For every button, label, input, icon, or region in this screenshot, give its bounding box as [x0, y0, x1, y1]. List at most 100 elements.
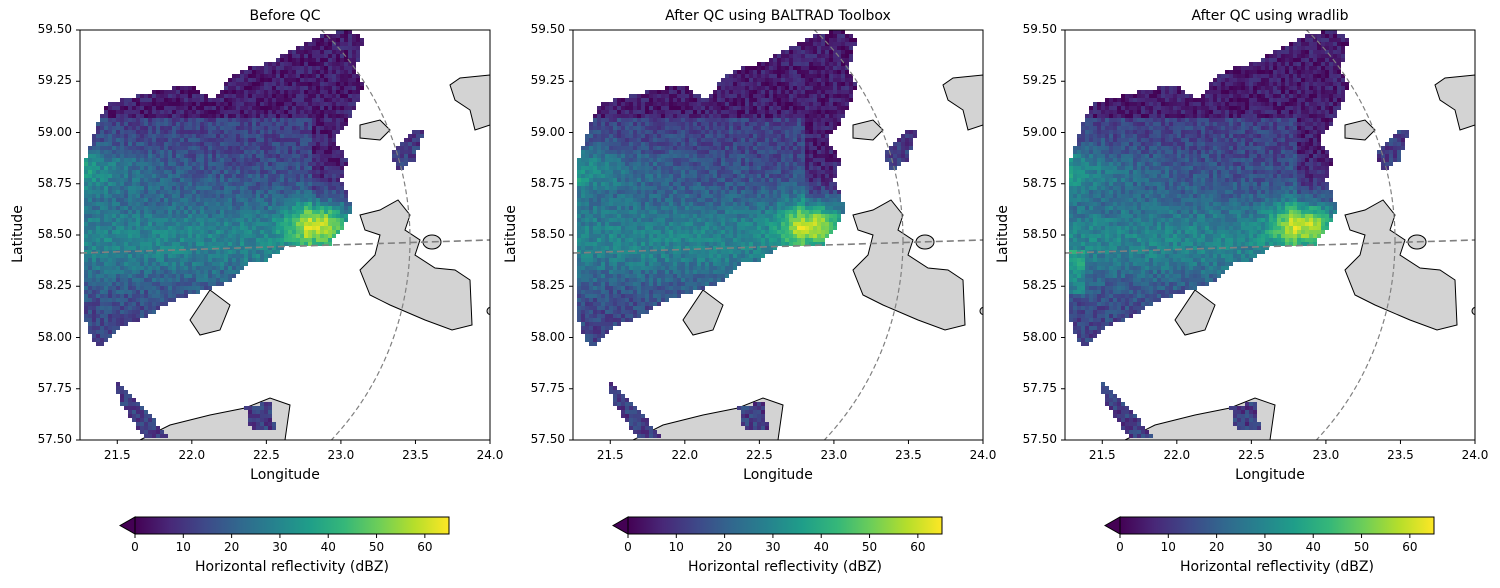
reflectivity-cell — [228, 246, 232, 250]
reflectivity-cell — [120, 134, 124, 138]
reflectivity-cell — [288, 198, 292, 202]
reflectivity-cell — [597, 114, 601, 118]
reflectivity-cell — [328, 162, 332, 166]
reflectivity-cell — [745, 78, 749, 82]
reflectivity-cell — [328, 78, 332, 82]
reflectivity-cell — [232, 162, 236, 166]
reflectivity-cell — [252, 66, 256, 70]
reflectivity-cell — [172, 102, 176, 106]
reflectivity-cell — [112, 290, 116, 294]
reflectivity-cell — [300, 234, 304, 238]
reflectivity-cell — [821, 98, 825, 102]
reflectivity-cell — [148, 266, 152, 270]
reflectivity-cell — [160, 246, 164, 250]
reflectivity-cell — [84, 162, 88, 166]
reflectivity-cell — [212, 210, 216, 214]
reflectivity-cell — [112, 258, 116, 262]
reflectivity-cell — [709, 98, 713, 102]
reflectivity-cell — [124, 202, 128, 206]
reflectivity-cell — [677, 146, 681, 150]
reflectivity-cell — [176, 194, 180, 198]
reflectivity-cell — [196, 250, 200, 254]
reflectivity-cell — [100, 138, 104, 142]
reflectivity-cell — [144, 174, 148, 178]
reflectivity-cell — [737, 142, 741, 146]
reflectivity-cell — [280, 122, 284, 126]
reflectivity-cell — [104, 298, 108, 302]
reflectivity-cell — [164, 230, 168, 234]
reflectivity-cell — [164, 130, 168, 134]
reflectivity-cell — [128, 134, 132, 138]
reflectivity-cell — [264, 226, 268, 230]
reflectivity-cell — [669, 90, 673, 94]
reflectivity-cell — [96, 134, 100, 138]
reflectivity-cell — [693, 98, 697, 102]
reflectivity-cell — [200, 138, 204, 142]
reflectivity-cell — [236, 142, 240, 146]
reflectivity-cell — [156, 150, 160, 154]
reflectivity-cell — [276, 194, 280, 198]
reflectivity-cell — [765, 102, 769, 106]
reflectivity-cell — [272, 62, 276, 66]
reflectivity-cell — [240, 174, 244, 178]
reflectivity-cell — [228, 190, 232, 194]
reflectivity-cell — [645, 134, 649, 138]
reflectivity-cell — [240, 218, 244, 222]
reflectivity-cell — [112, 102, 116, 106]
reflectivity-cell — [136, 138, 140, 142]
reflectivity-cell — [320, 122, 324, 126]
reflectivity-cell — [92, 294, 96, 298]
reflectivity-cell — [725, 134, 729, 138]
reflectivity-cell — [677, 150, 681, 154]
reflectivity-cell — [232, 222, 236, 226]
reflectivity-cell — [412, 142, 416, 146]
reflectivity-cell — [168, 114, 172, 118]
reflectivity-cell — [308, 102, 312, 106]
reflectivity-cell — [841, 70, 845, 74]
reflectivity-cell — [196, 194, 200, 198]
reflectivity-cell — [729, 90, 733, 94]
reflectivity-cell — [817, 74, 821, 78]
reflectivity-cell — [328, 134, 332, 138]
reflectivity-cell — [601, 138, 605, 142]
reflectivity-cell — [188, 130, 192, 134]
reflectivity-cell — [841, 34, 845, 38]
reflectivity-cell — [128, 278, 132, 282]
reflectivity-cell — [320, 198, 324, 202]
reflectivity-cell — [645, 142, 649, 146]
reflectivity-cell — [332, 78, 336, 82]
reflectivity-cell — [144, 206, 148, 210]
reflectivity-cell — [637, 146, 641, 150]
reflectivity-cell — [108, 138, 112, 142]
reflectivity-cell — [192, 138, 196, 142]
reflectivity-cell — [96, 306, 100, 310]
reflectivity-cell — [717, 102, 721, 106]
reflectivity-cell — [749, 106, 753, 110]
reflectivity-cell — [104, 210, 108, 214]
reflectivity-cell — [312, 46, 316, 50]
reflectivity-cell — [128, 242, 132, 246]
reflectivity-cell — [757, 90, 761, 94]
reflectivity-cell — [144, 234, 148, 238]
reflectivity-cell — [617, 130, 621, 134]
reflectivity-cell — [168, 166, 172, 170]
reflectivity-cell — [156, 102, 160, 106]
reflectivity-cell — [805, 82, 809, 86]
reflectivity-cell — [661, 106, 665, 110]
reflectivity-cell — [148, 282, 152, 286]
reflectivity-cell — [108, 254, 112, 258]
reflectivity-cell — [292, 134, 296, 138]
reflectivity-cell — [276, 198, 280, 202]
reflectivity-cell — [160, 274, 164, 278]
reflectivity-cell — [136, 218, 140, 222]
reflectivity-cell — [697, 142, 701, 146]
reflectivity-cell — [893, 146, 897, 150]
reflectivity-cell — [184, 274, 188, 278]
reflectivity-cell — [320, 202, 324, 206]
reflectivity-cell — [753, 94, 757, 98]
reflectivity-cell — [148, 234, 152, 238]
reflectivity-cell — [300, 194, 304, 198]
reflectivity-cell — [300, 86, 304, 90]
reflectivity-cell — [168, 282, 172, 286]
reflectivity-cell — [404, 158, 408, 162]
